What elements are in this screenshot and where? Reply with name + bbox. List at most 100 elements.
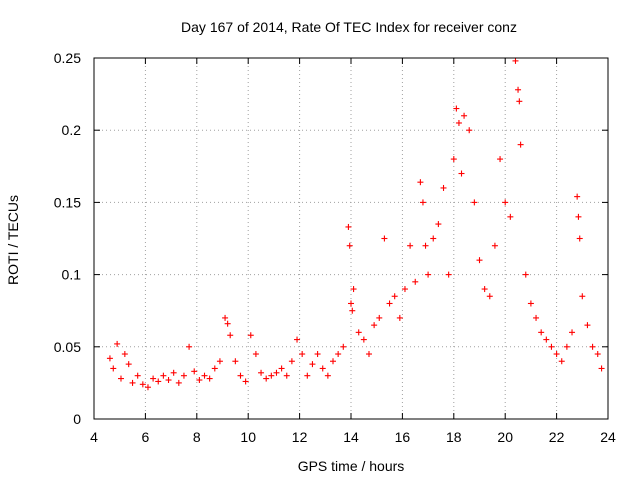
roti-point bbox=[150, 375, 157, 382]
roti-point bbox=[175, 379, 182, 386]
roti-point bbox=[417, 179, 424, 186]
roti-point bbox=[575, 213, 582, 220]
roti-point bbox=[360, 336, 367, 343]
roti-point bbox=[340, 343, 347, 350]
roti-point bbox=[516, 98, 523, 105]
y-tick-label: 0.1 bbox=[62, 267, 82, 283]
x-tick-label: 12 bbox=[292, 429, 308, 445]
roti-point bbox=[180, 372, 187, 379]
roti-point bbox=[574, 193, 581, 200]
roti-point bbox=[345, 223, 352, 230]
roti-point bbox=[201, 372, 208, 379]
x-tick-label: 20 bbox=[497, 429, 513, 445]
roti-point bbox=[558, 358, 565, 365]
x-tick-label: 16 bbox=[395, 429, 411, 445]
roti-point bbox=[422, 242, 429, 249]
roti-point bbox=[401, 286, 408, 293]
roti-point bbox=[471, 199, 478, 206]
x-axis-label: GPS time / hours bbox=[298, 458, 405, 474]
y-axis-label: ROTI / TECUs bbox=[5, 195, 21, 285]
roti-point bbox=[445, 271, 452, 278]
roti-point bbox=[211, 365, 218, 372]
roti-point bbox=[455, 119, 462, 126]
roti-point bbox=[232, 358, 239, 365]
roti-point bbox=[450, 156, 457, 163]
roti-point bbox=[139, 381, 146, 388]
roti-point bbox=[288, 358, 295, 365]
roti-point bbox=[381, 235, 388, 242]
roti-point bbox=[348, 300, 354, 307]
roti-point bbox=[319, 365, 326, 372]
x-tick-label: 18 bbox=[446, 429, 462, 445]
roti-point bbox=[430, 235, 437, 242]
roti-point bbox=[165, 377, 172, 384]
roti-point bbox=[598, 365, 605, 372]
roti-point bbox=[522, 271, 529, 278]
roti-point bbox=[386, 300, 393, 307]
roti-point bbox=[435, 221, 442, 228]
chart-title: Day 167 of 2014, Rate Of TEC Index for r… bbox=[181, 19, 517, 35]
roti-point bbox=[497, 156, 504, 163]
roti-point bbox=[335, 351, 342, 358]
roti-point bbox=[252, 351, 259, 358]
roti-point bbox=[466, 127, 473, 134]
roti-point bbox=[425, 271, 432, 278]
y-tick-label: 0.05 bbox=[54, 339, 81, 355]
roti-point bbox=[396, 314, 403, 321]
roti-point bbox=[263, 375, 270, 382]
roti-point bbox=[114, 340, 121, 347]
roti-point bbox=[216, 358, 223, 365]
roti-point bbox=[512, 57, 519, 64]
roti-point bbox=[324, 372, 331, 379]
roti-point bbox=[563, 343, 570, 350]
data-points bbox=[106, 57, 605, 391]
roti-point bbox=[242, 378, 249, 385]
roti-point bbox=[355, 329, 362, 336]
roti-point bbox=[548, 343, 555, 350]
roti-point bbox=[569, 329, 576, 336]
roti-point bbox=[268, 372, 275, 379]
roti-point bbox=[533, 314, 540, 321]
roti-point bbox=[309, 361, 316, 368]
roti-point bbox=[294, 336, 301, 343]
roti-point bbox=[160, 372, 167, 379]
roti-point bbox=[502, 199, 509, 206]
roti-point bbox=[481, 286, 488, 293]
roti-point bbox=[515, 86, 522, 93]
roti-point bbox=[350, 286, 357, 293]
roti-point bbox=[589, 343, 596, 350]
roti-point bbox=[330, 358, 337, 365]
roti-point bbox=[407, 242, 414, 249]
roti-point bbox=[527, 300, 534, 307]
roti-point bbox=[237, 372, 244, 379]
roti-point bbox=[299, 351, 306, 358]
roti-point bbox=[486, 293, 493, 300]
y-tick-label: 0.25 bbox=[54, 50, 81, 66]
x-tick-label: 14 bbox=[343, 429, 359, 445]
roti-point bbox=[419, 199, 426, 206]
roti-point bbox=[206, 375, 213, 382]
roti-point bbox=[117, 375, 124, 382]
roti-point bbox=[371, 322, 378, 329]
roti-point bbox=[273, 369, 280, 376]
roti-point bbox=[186, 343, 193, 350]
roti-point bbox=[461, 112, 468, 119]
roti-point bbox=[538, 329, 545, 336]
roti-point bbox=[412, 278, 419, 285]
y-tick-label: 0.2 bbox=[62, 122, 82, 138]
roti-point bbox=[543, 336, 550, 343]
x-tick-label: 24 bbox=[600, 429, 616, 445]
grid-lines bbox=[94, 58, 608, 419]
x-tick-label: 4 bbox=[90, 429, 98, 445]
roti-point bbox=[507, 213, 514, 220]
roti-point bbox=[191, 368, 198, 375]
x-tick-label: 10 bbox=[240, 429, 256, 445]
roti-point bbox=[278, 365, 285, 372]
y-tick-label: 0.15 bbox=[54, 194, 81, 210]
roti-point bbox=[476, 257, 483, 264]
roti-point bbox=[129, 379, 136, 386]
roti-point bbox=[247, 332, 254, 339]
roti-point bbox=[258, 369, 265, 376]
